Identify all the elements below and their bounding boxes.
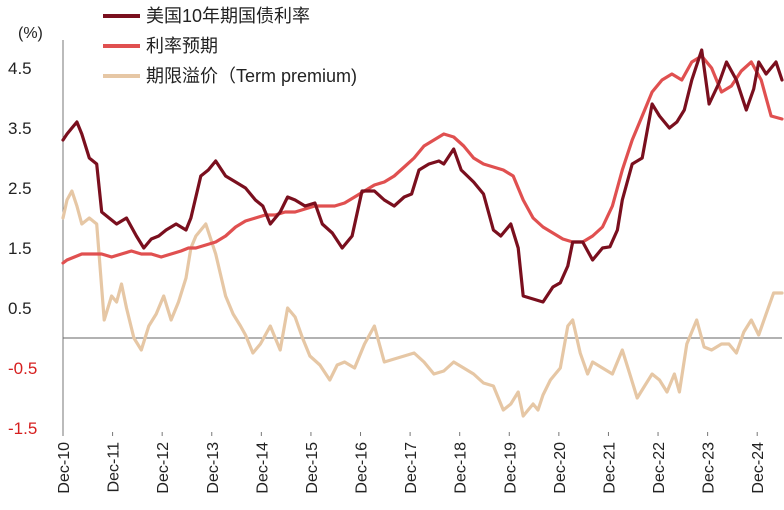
- x-tick-label: Dec-19: [502, 442, 519, 494]
- legend-label: 利率预期: [146, 36, 218, 56]
- y-tick-label: 2.5: [8, 179, 32, 198]
- x-tick-label: Dec-17: [403, 442, 420, 494]
- y-tick-label: 3.5: [8, 119, 32, 138]
- x-tick-label: Dec-21: [601, 442, 618, 494]
- chart-axes: (%) 4.5 3.5 2.5 1.5 0.5 -0.5 -1.5 Dec-10 Dec-11 De…: [8, 25, 782, 494]
- y-tick-label: -1.5: [8, 419, 37, 438]
- x-tick-label: Dec-23: [701, 442, 718, 494]
- x-tick-label: Dec-18: [453, 442, 470, 494]
- y-tick-label: 4.5: [8, 59, 32, 78]
- x-tick-label: Dec-22: [651, 442, 668, 494]
- x-tick-label: Dec-10: [56, 442, 73, 494]
- x-tick-label: Dec-24: [750, 442, 767, 494]
- chart-lines: [61, 48, 784, 418]
- x-tick-label: Dec-16: [354, 442, 371, 494]
- x-tick-label: Dec-14: [254, 442, 271, 494]
- x-tick-label: Dec-11: [106, 442, 123, 492]
- y-tick-label: 1.5: [8, 239, 32, 258]
- legend-label: 期限溢价（Term premium): [146, 66, 357, 86]
- x-tick-label: Dec-15: [304, 442, 321, 494]
- x-tick-label: Dec-13: [205, 442, 222, 494]
- y-tick-label: -0.5: [8, 359, 37, 378]
- x-tick-label: Dec-12: [155, 442, 172, 494]
- legend-label: 美国10年期国债利率: [146, 6, 310, 26]
- series-line-2: [61, 189, 784, 418]
- y-axis-unit: (%): [18, 25, 43, 42]
- y-tick-label: 0.5: [8, 299, 32, 318]
- x-tick-label: Dec-20: [552, 442, 569, 494]
- series-line-1: [61, 54, 784, 265]
- series-line-0: [61, 48, 784, 304]
